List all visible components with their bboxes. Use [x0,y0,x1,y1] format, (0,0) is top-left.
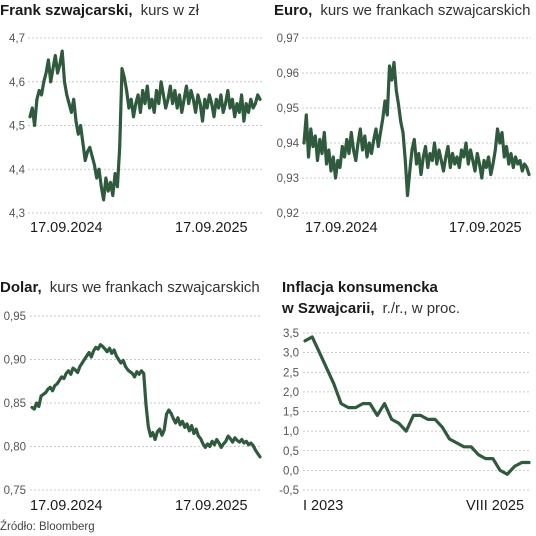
chart-eur-yticks: 0,97 0,96 0,95 0,94 0,93 0,92 [277,33,300,220]
chart-cpi-ytick-label: 3,5 [283,328,299,340]
chart-cpi-ytick-label: 0,5 [283,446,299,458]
chart-chf-ytick-label: 4,5 [9,121,25,133]
chart-usd-ytick-label: 0,95 [4,311,26,323]
chart-usd-ytick-label: 0,90 [4,355,26,367]
chart-usd-title-normal: kurs we frankach szwajcarskich [50,279,260,296]
chart-eur-ytick-label: 0,97 [277,33,299,45]
chart-chf-grid [28,37,262,214]
chart-cpi-yticks: 3,5 3,0 2,5 2,0 1,5 1,0 0,5 0,0 -0,5 [279,328,299,497]
chart-cpi-ytick-label: 2,0 [283,387,299,399]
chart-cpi-xlabel-end: VIII 2025 [466,498,524,514]
chart-chf-ytick-label: 4,6 [9,77,25,89]
chart-usd-ytick-label: 0,85 [4,398,26,410]
chart-cpi-title-bold-2: w Szwajcarii, [281,300,375,317]
chart-chf: Frank szwajcarski, kurs w zł 4,74,64,54,… [0,2,262,236]
chart-eur-xlabel-start: 17.09.2024 [305,220,378,236]
chart-chf-title: Frank szwajcarski, kurs w zł [0,2,200,19]
chart-usd-xlabel-start: 17.09.2024 [30,498,103,514]
chart-usd-ytick-label: 0,75 [4,485,26,497]
chart-eur-title: Euro, kurs we frankach szwajcarskich [274,2,530,19]
chart-chf-title-normal: kurs w zł [141,2,200,19]
source-note: Źródło: Bloomberg [0,520,95,533]
chart-cpi-title-line2: w Szwajcarii, r./r., w proc. [281,300,460,317]
chart-cpi-xlabel-start: I 2023 [303,498,343,514]
chart-eur-ytick-label: 0,95 [277,103,299,115]
chart-usd-title-bold: Dolar, [0,279,42,296]
chart-chf-title-bold: Frank szwajcarski, [0,2,133,19]
chart-usd-yticks: 0,95 0,90 0,85 0,80 0,75 [4,311,26,497]
chart-chf-ytick-label: 4,4 [9,164,26,176]
chart-usd: Dolar, kurs we frankach szwajcarskich 0,… [0,279,262,514]
chart-cpi-ytick-label: 1,0 [283,426,299,438]
chart-cpi-ytick-label: -0,5 [279,485,299,497]
chart-eur-series-line [302,60,531,198]
chart-cpi: Inflacja konsumencka w Szwajcarii, r./r.… [279,279,531,514]
chart-cpi-title-line1: Inflacja konsumencka [282,279,439,296]
chart-eur-title-normal: kurs we frankach szwajcarskich [320,2,530,19]
chart-cpi-grid [303,332,531,491]
chart-cpi-ytick-label: 1,5 [283,407,299,419]
chart-cpi-ytick-label: 3,0 [283,348,299,360]
chart-chf-series-line [28,49,262,202]
chart-cpi-ytick-label: 0,0 [283,465,299,477]
chart-chf-ytick-label: 4,7 [9,33,25,45]
chart-eur-ytick-label: 0,92 [277,208,299,220]
chart-chf-xlabel-start: 17.09.2024 [30,220,103,236]
chart-cpi-title-normal: r./r., w proc. [383,300,461,317]
chart-eur-grid [302,37,531,214]
chart-usd-ytick-label: 0,80 [4,442,26,454]
chart-usd-xlabel-end: 17.09.2025 [175,498,248,514]
chart-chf-yticks: 4,7 4,6 4,5 4,4 4,3 [9,33,26,220]
chart-chf-xlabel-end: 17.09.2025 [175,220,248,236]
chart-usd-series-line [30,343,262,459]
chart-chf-ytick-label: 4,3 [9,208,25,220]
chart-eur-title-bold: Euro, [274,2,312,19]
chart-cpi-series-line [303,335,531,476]
chart-eur-ytick-label: 0,96 [277,68,299,80]
chart-usd-title: Dolar, kurs we frankach szwajcarskich [0,279,260,296]
chart-eur-xlabel-end: 17.09.2025 [449,220,522,236]
chart-eur-ytick-label: 0,94 [277,138,300,150]
chart-eur: Euro, kurs we frankach szwajcarskich 0,9… [274,2,531,236]
chart-cpi-ytick-label: 2,5 [283,367,299,379]
chart-eur-ytick-label: 0,93 [277,173,299,185]
